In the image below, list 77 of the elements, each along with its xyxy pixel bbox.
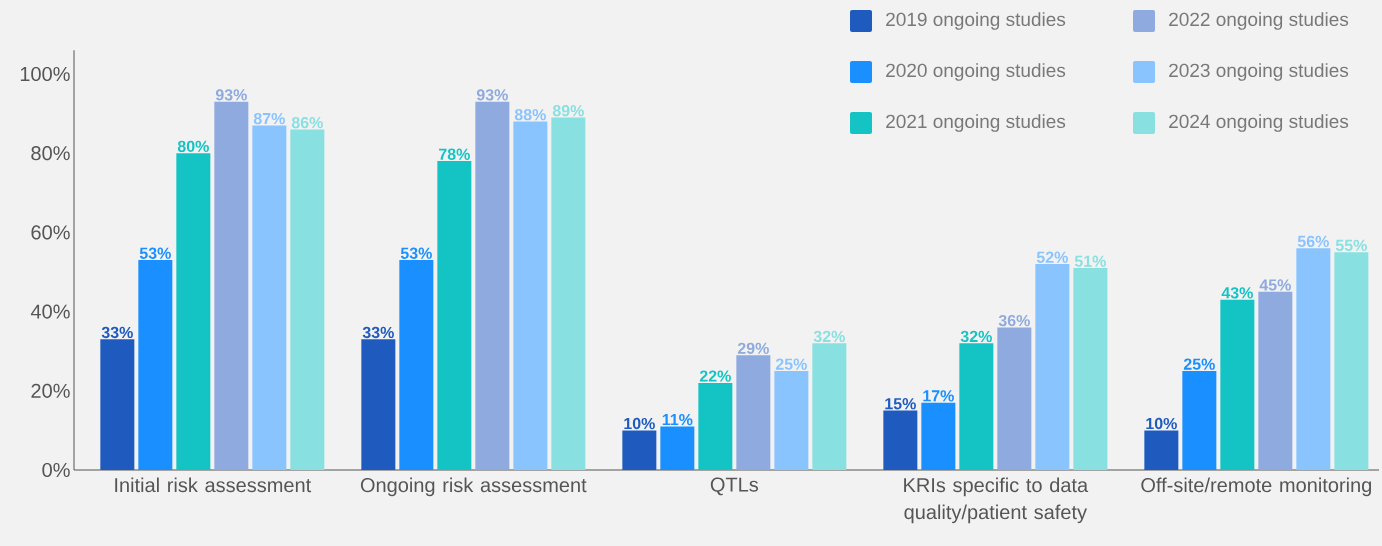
bar [959, 343, 994, 470]
bar [660, 426, 695, 470]
bar [290, 129, 325, 470]
legend-label: 2021 ongoing studies [886, 114, 1066, 132]
y-tick-label: 80% [31, 146, 70, 161]
bar [1220, 299, 1255, 470]
data-label: 78% [439, 148, 470, 160]
data-label: 33% [362, 326, 394, 339]
data-label: 10% [1146, 417, 1177, 430]
y-tick-label: 20% [31, 383, 70, 398]
legend-label: 2022 ongoing studies [1169, 12, 1349, 30]
data-label: 51% [1074, 255, 1106, 267]
data-label: 43% [1221, 287, 1253, 299]
bar [138, 260, 173, 470]
bar [1334, 252, 1369, 470]
data-label: 93% [476, 89, 508, 101]
bar [176, 153, 211, 470]
y-tick-label: 100% [20, 66, 70, 82]
data-label: 10% [624, 417, 655, 430]
data-label: 11% [662, 413, 693, 426]
bar [214, 101, 249, 470]
legend-label: 2020 ongoing studies [886, 63, 1066, 81]
data-label: 53% [400, 247, 432, 259]
bar [100, 339, 135, 470]
data-label: 36% [998, 314, 1030, 327]
x-tick-label: KRIs specific to data quality/patient safety [904, 477, 1089, 524]
bar [774, 371, 809, 470]
data-label: 89% [552, 105, 584, 117]
data-label: 15% [885, 398, 916, 410]
data-label: 32% [813, 330, 845, 343]
bar [812, 343, 847, 470]
data-label: 56% [1297, 235, 1329, 248]
legend-label: 2019 ongoing studies [886, 12, 1066, 30]
bar [1035, 264, 1070, 470]
data-label: 80% [177, 140, 209, 152]
data-label: 17% [923, 390, 954, 402]
data-label: 93% [215, 89, 247, 101]
bar [1144, 430, 1179, 470]
bar [1073, 268, 1108, 470]
data-label: 86% [291, 116, 323, 129]
data-label: 87% [253, 112, 285, 125]
data-label: 52% [1036, 251, 1068, 263]
bar [437, 161, 472, 470]
bar [399, 260, 434, 470]
bar [513, 121, 548, 470]
legend-label: 2023 ongoing studies [1169, 63, 1349, 81]
data-label: 22% [699, 370, 731, 382]
legend-label: 2024 ongoing studies [1169, 114, 1349, 132]
x-tick-label: Ongoing risk assessment [360, 477, 587, 497]
data-label: 53% [139, 247, 171, 259]
y-tick-label: 60% [31, 225, 70, 240]
y-tick-label: 40% [30, 304, 70, 319]
data-label: 25% [775, 358, 807, 370]
x-tick-label: QTLs [710, 477, 759, 496]
bar [997, 327, 1032, 470]
bar [883, 410, 918, 470]
bar [361, 339, 396, 470]
bar [252, 125, 287, 470]
bar [921, 402, 956, 470]
data-label: 88% [514, 108, 546, 121]
bar [1182, 371, 1217, 470]
bar [622, 430, 657, 470]
data-label: 32% [960, 330, 992, 343]
data-label: 33% [101, 326, 133, 339]
x-tick-label: Initial risk assessment [115, 477, 312, 493]
data-label: 45% [1259, 279, 1291, 291]
y-tick-label: 0% [42, 462, 70, 478]
bar [475, 101, 510, 470]
bar [551, 117, 586, 470]
bar [1296, 248, 1331, 470]
bar [698, 382, 733, 470]
data-label: 55% [1335, 239, 1367, 251]
x-tick-label: Off-site/remote monitoring [1141, 477, 1371, 497]
data-label: 25% [1183, 358, 1215, 370]
data-label: 29% [737, 342, 769, 354]
bar [1258, 291, 1293, 470]
bar [736, 355, 771, 470]
